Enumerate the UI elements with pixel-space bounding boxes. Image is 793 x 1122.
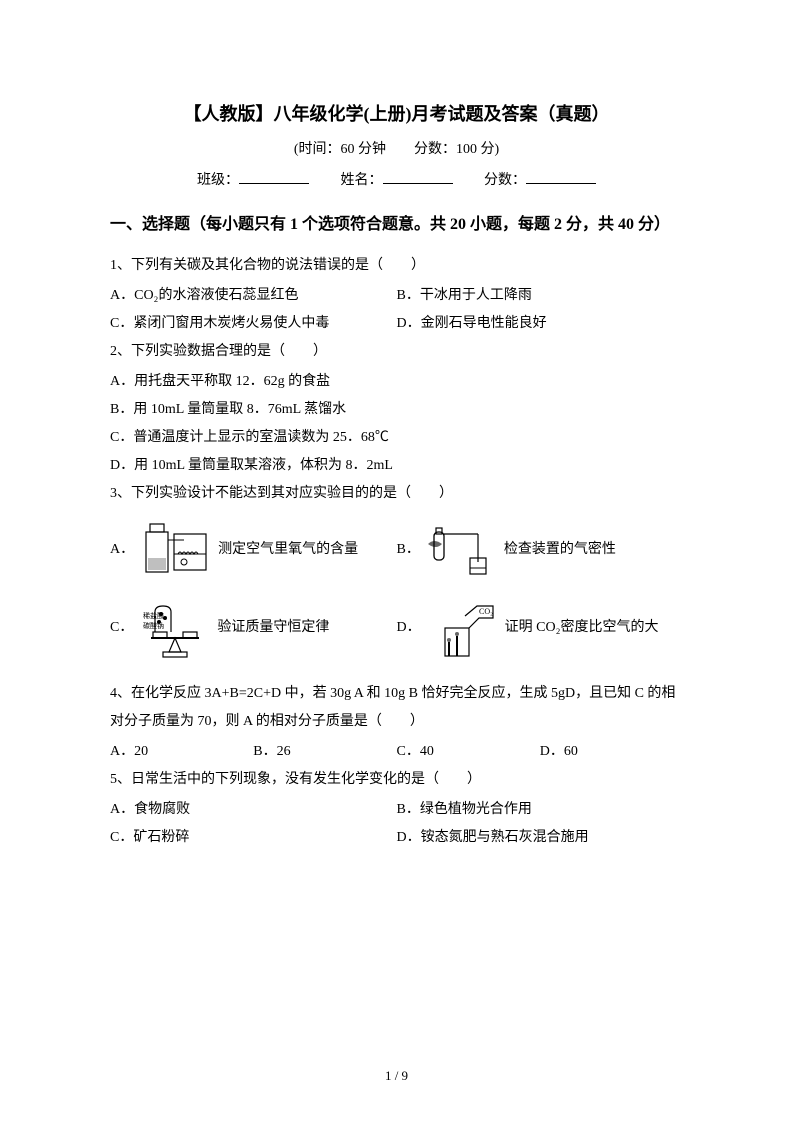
q1-options-row2: C．紧闭门窗用木炭烤火易使人中毒 D．金刚石导电性能良好 bbox=[110, 310, 683, 338]
q3-b-text: 检查装置的气密性 bbox=[504, 539, 616, 561]
q1-opt-a: A．CO₂的水溶液使石蕊显红色 bbox=[110, 282, 397, 310]
q3-c-label: C． bbox=[110, 617, 133, 639]
student-info-line: 班级： 姓名： 分数： bbox=[110, 168, 683, 189]
q3-b-label: B． bbox=[397, 539, 420, 561]
q3-diagram-a-icon bbox=[140, 514, 212, 586]
q5-stem: 5、日常生活中的下列现象，没有发生化学变化的是（ ） bbox=[110, 766, 683, 794]
q2-opt-b: B．用 10mL 量筒量取 8．76mL 蒸馏水 bbox=[110, 396, 683, 424]
exam-subtitle: (时间：60 分钟 分数：100 分) bbox=[110, 138, 683, 158]
q4-opt-d: D．60 bbox=[540, 738, 683, 766]
class-blank[interactable] bbox=[239, 168, 309, 184]
q3-c-wrap: C． 稀盐酸 碳酸钠 验证质量守恒定律 bbox=[110, 592, 397, 664]
q3-d-label: D． bbox=[397, 617, 421, 639]
q3-stem: 3、下列实验设计不能达到其对应实验目的的是（ ） bbox=[110, 480, 683, 508]
q1-options-row1: A．CO₂的水溶液使石蕊显红色 B．干冰用于人工降雨 bbox=[110, 282, 683, 310]
q1-opt-c: C．紧闭门窗用木炭烤火易使人中毒 bbox=[110, 310, 397, 338]
q2-opt-d: D．用 10mL 量筒量取某溶液，体积为 8．2mL bbox=[110, 452, 683, 480]
q5-opt-b: B．绿色植物光合作用 bbox=[397, 796, 684, 824]
name-blank[interactable] bbox=[383, 168, 453, 184]
q3-row-ab: A． 测定空气里氧气的含量 B． bbox=[110, 514, 683, 586]
q1-opt-d: D．金刚石导电性能良好 bbox=[397, 310, 684, 338]
q4-opt-c: C．40 bbox=[397, 738, 540, 766]
q4-stem: 4、在化学反应 3A+B=2C+D 中，若 30g A 和 10g B 恰好完全… bbox=[110, 680, 683, 736]
page-number: 1 / 9 bbox=[0, 1068, 793, 1084]
q1-stem: 1、下列有关碳及其化合物的说法错误的是（ ） bbox=[110, 252, 683, 280]
q1-opt-b: B．干冰用于人工降雨 bbox=[397, 282, 684, 310]
q3-a-wrap: A． 测定空气里氧气的含量 bbox=[110, 514, 397, 586]
q5-options-row1: A．食物腐败 B．绿色植物光合作用 bbox=[110, 796, 683, 824]
q4-options: A．20 B．26 C．40 D．60 bbox=[110, 738, 683, 766]
svg-text:碳酸钠: 碳酸钠 bbox=[143, 621, 164, 630]
section-1-header: 一、选择题（每小题只有 1 个选项符合题意。共 20 小题，每题 2 分，共 4… bbox=[110, 207, 683, 242]
q3-b-wrap: B． 检查装置的气密性 bbox=[397, 514, 684, 586]
score-blank[interactable] bbox=[526, 168, 596, 184]
q2-opt-a: A．用托盘天平称取 12．62g 的食盐 bbox=[110, 368, 683, 396]
q2-stem: 2、下列实验数据合理的是（ ） bbox=[110, 338, 683, 366]
svg-text:CO₂: CO₂ bbox=[479, 607, 493, 616]
q3-c-text: 验证质量守恒定律 bbox=[217, 617, 329, 639]
q2-options: A．用托盘天平称取 12．62g 的食盐 B．用 10mL 量筒量取 8．76m… bbox=[110, 368, 683, 480]
q2-opt-c: C．普通温度计上显示的室温读数为 25．68℃ bbox=[110, 424, 683, 452]
q3-diagram-b-icon bbox=[426, 514, 498, 586]
class-label: 班级： bbox=[197, 173, 239, 188]
q3-diagram-d-icon: CO₂ bbox=[427, 592, 499, 664]
score-label: 分数： bbox=[484, 173, 526, 188]
name-label: 姓名： bbox=[341, 173, 383, 188]
q3-diagram-c-icon: 稀盐酸 碳酸钠 bbox=[139, 592, 211, 664]
q4-opt-a: A．20 bbox=[110, 738, 253, 766]
q5-options-row2: C．矿石粉碎 D．铵态氮肥与熟石灰混合施用 bbox=[110, 824, 683, 852]
q5-opt-a: A．食物腐败 bbox=[110, 796, 397, 824]
q5-opt-c: C．矿石粉碎 bbox=[110, 824, 397, 852]
svg-text:稀盐酸: 稀盐酸 bbox=[143, 611, 164, 620]
q3-a-label: A． bbox=[110, 539, 134, 561]
exam-title: 【人教版】八年级化学(上册)月考试题及答案（真题） bbox=[110, 100, 683, 126]
q5-opt-d: D．铵态氮肥与熟石灰混合施用 bbox=[397, 824, 684, 852]
q4-opt-b: B．26 bbox=[253, 738, 396, 766]
q3-d-text: 证明 CO₂密度比空气的大 bbox=[505, 617, 659, 639]
q3-d-wrap: D． CO₂ 证明 CO₂密度比空气的大 bbox=[397, 592, 684, 664]
q3-row-cd: C． 稀盐酸 碳酸钠 验证质量守恒定律 D． bbox=[110, 592, 683, 664]
q3-a-text: 测定空气里氧气的含量 bbox=[218, 539, 358, 561]
